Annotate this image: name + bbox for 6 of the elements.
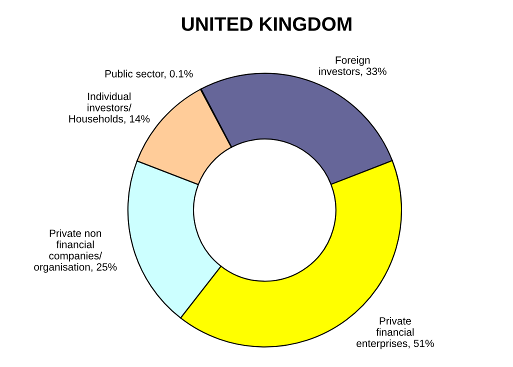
slice-label: Private financial enterprises, 51% bbox=[356, 316, 434, 350]
slice-label: Public sector, 0.1% bbox=[105, 70, 193, 79]
slice-label: Private non financial companies/ organisation, 25% bbox=[34, 229, 117, 273]
slice-label: Individual investors/ Households, 14% bbox=[69, 92, 150, 124]
chart-title: UNITED KINGDOM bbox=[182, 17, 352, 31]
slice-label: Foreign investors, 33% bbox=[319, 56, 386, 76]
